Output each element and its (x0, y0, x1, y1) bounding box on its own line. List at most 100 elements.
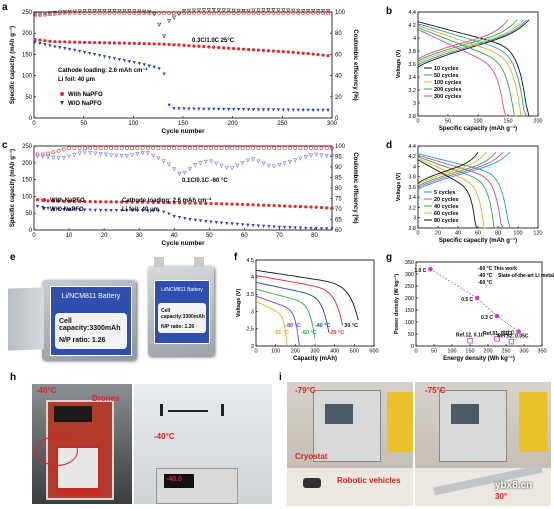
y-tick-label: 4 (251, 275, 254, 281)
data-point (167, 42, 171, 47)
y2-tick-label: 80 (335, 186, 342, 192)
discharge-curve (417, 153, 511, 229)
y-tick-label: 2 (251, 344, 254, 350)
x-tick-label: 150 (503, 119, 512, 125)
panel-label: g (386, 252, 393, 263)
data-point (301, 9, 306, 14)
data-point (266, 8, 271, 13)
data-point (196, 8, 201, 13)
data-point (177, 11, 181, 15)
data-point (88, 51, 92, 56)
data-point (63, 40, 67, 44)
chart-g: 0 50 100 150 200 250 300 350 0 50 100 150 200 250 300 3… (393, 260, 554, 362)
data-point (198, 201, 203, 205)
chart-c: 0 10 20 30 40 50 60 70 80 0 50 100 150 200 250 Cycle nu… (9, 144, 358, 247)
data-point (203, 146, 208, 151)
data-point (207, 107, 211, 111)
data-point (181, 9, 187, 14)
data-point (167, 103, 171, 107)
data-point (93, 151, 98, 156)
y-tick-label: 3.8 (408, 49, 416, 55)
data-point (311, 108, 315, 112)
data-point (237, 107, 241, 112)
x-tick-label: 150 (465, 349, 474, 355)
data-point (152, 12, 157, 17)
y-tick-label: 0 (411, 344, 414, 350)
data-point (145, 151, 151, 156)
point-label: Ref.52, 0.05C (497, 334, 529, 340)
annotation: Cathode loading: 2.6 mAh cm⁻² (122, 197, 212, 204)
data-point (266, 49, 271, 53)
data-point (508, 338, 515, 345)
annotation: Li foil: 40 μm (122, 207, 159, 213)
data-point (104, 200, 108, 204)
data-point (256, 203, 260, 207)
y-tick-label: 4.2 (408, 23, 416, 29)
discharge-curve (417, 21, 530, 117)
x-tick-label: 0 (32, 121, 36, 127)
y-tick-label: 100 (405, 320, 414, 326)
y2-tick-label: 75 (335, 197, 342, 203)
data-point (188, 146, 192, 151)
robotic-vehicles-label: Robotic vehicles (337, 476, 401, 485)
data-point (291, 108, 295, 112)
data-point (93, 208, 97, 212)
temp-label: -40°C (36, 386, 57, 395)
data-point (47, 12, 52, 17)
data-point (316, 11, 320, 15)
yellow-cabinet (519, 392, 547, 452)
data-point (33, 37, 37, 42)
data-point (62, 208, 66, 212)
data-point (296, 51, 300, 55)
data-point (226, 8, 231, 13)
data-point (107, 11, 112, 15)
charge-curve (417, 19, 530, 68)
panel-a: a 0 50 100 150 200 250 300 0 50 100 150 200 250 Cycle… (0, 0, 392, 140)
data-point (192, 11, 196, 15)
data-point (77, 151, 82, 156)
data-point (46, 151, 50, 156)
data-point (291, 50, 295, 54)
legend-label: -40 °C (478, 273, 493, 279)
data-point (329, 154, 335, 159)
data-point (314, 205, 318, 209)
data-point (92, 40, 97, 45)
data-point (102, 9, 107, 14)
data-point (193, 163, 198, 168)
panel-c: c 0 10 20 30 40 50 60 70 80 0 50 100 150 200 250 Cycle … (0, 140, 392, 252)
drone-arm (168, 410, 208, 412)
y-tick-label: 150 (22, 52, 33, 58)
data-point (72, 11, 77, 15)
data-point (125, 200, 129, 204)
legend-marker (60, 92, 64, 96)
legend-label: 50 cycles (434, 73, 458, 79)
data-point (62, 10, 67, 15)
data-point (281, 50, 285, 54)
data-point (176, 11, 182, 17)
discharge-curve (417, 29, 508, 117)
drones-label: Drones (92, 394, 120, 403)
data-point (151, 200, 155, 204)
discharge-curve (255, 295, 300, 347)
data-point (58, 40, 62, 44)
charge-curve (417, 151, 479, 184)
x-tick-label: 20 (435, 231, 441, 237)
data-point (311, 9, 316, 14)
y-axis-label: Power density (W kg⁻¹) (393, 274, 400, 335)
data-point (77, 199, 82, 204)
data-point (82, 11, 87, 15)
x-tick-label: 300 (519, 349, 528, 355)
data-point (251, 157, 256, 162)
data-point (177, 215, 182, 220)
y2-tick-label: 70 (335, 207, 342, 213)
cell-capacity: Cell capacity:3300mAh (59, 318, 121, 332)
data-point (102, 11, 107, 15)
data-point (157, 11, 162, 15)
data-point (494, 313, 500, 319)
data-point (52, 10, 57, 16)
temp-label: -79°C (295, 386, 316, 395)
data-point (77, 208, 82, 212)
data-point (241, 223, 245, 227)
data-point (112, 11, 117, 15)
data-point (246, 11, 251, 15)
